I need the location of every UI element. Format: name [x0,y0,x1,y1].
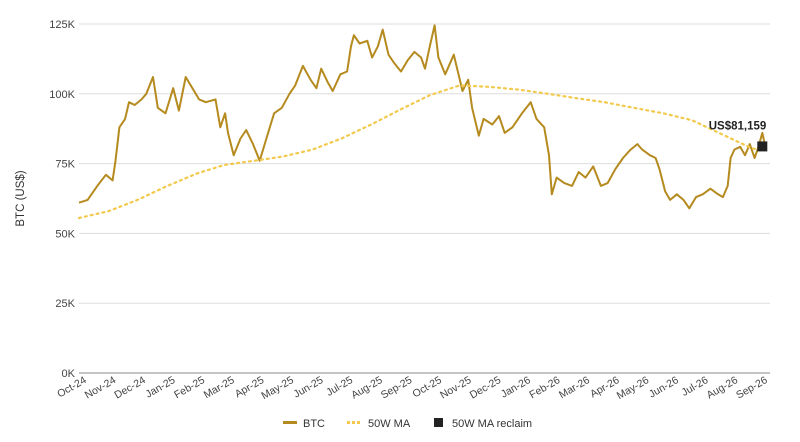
x-tick-label: May-26 [615,374,651,402]
x-tick-label: Dec-25 [468,374,503,401]
series-line-ma [77,84,766,220]
legend-label-btc: BTC [303,418,325,430]
y-tick-label: 50K [55,228,75,240]
legend-dot [352,421,355,424]
x-tick-label: Jan-25 [144,374,178,401]
x-tick-label: Aug-26 [705,374,740,401]
x-tick-label: Feb-25 [172,374,207,401]
marker-layer [757,141,768,152]
legend-label-ma: 50W MA [368,418,411,430]
x-axis-ticks: Oct-24Nov-24Dec-24Jan-25Feb-25Mar-25Apr-… [55,374,769,402]
x-tick-label: Sep-25 [379,374,414,401]
x-tick-label: Jun-25 [292,374,326,401]
y-axis-ticks: 0K 25K 50K 75K 100K 125K [49,19,75,380]
x-tick-label: Aug-25 [349,374,384,401]
x-tick-label: Mar-26 [557,374,592,401]
x-tick-label: Dec-24 [112,374,147,401]
x-tick-label: Feb-26 [527,374,562,401]
x-tick-label: May-25 [259,374,295,402]
legend: BTC 50W MA 50W MA reclaim [283,418,532,430]
reclaim-marker [757,141,768,152]
legend-item-ma: 50W MA [347,418,411,430]
y-tick-label: 25K [55,298,75,310]
legend-dot [357,421,360,424]
x-tick-label: Oct-25 [411,374,444,400]
legend-swatch-ma [347,421,360,424]
gridlines [79,23,770,374]
legend-swatch-reclaim [434,418,443,427]
legend-item-btc: BTC [283,418,325,430]
legend-dot [347,421,350,424]
y-tick-label: 125K [49,19,75,31]
reclaim-annotation: US$81,159 [709,120,767,132]
x-tick-label: Nov-24 [83,374,118,401]
x-tick-label: Sep-26 [734,374,769,401]
x-tick-label: Jun-26 [647,374,681,401]
x-tick-label: Nov-25 [438,374,473,401]
x-tick-label: Jan-26 [499,374,533,401]
series-layer [77,24,766,220]
y-tick-label: 0K [62,368,76,380]
legend-item-reclaim: 50W MA reclaim [434,418,532,430]
legend-label-reclaim: 50W MA reclaim [452,418,532,430]
y-axis-label: BTC (US$) [15,170,27,226]
legend-swatch-btc [283,421,297,424]
y-tick-label: 75K [55,159,75,171]
series-line-btc [78,24,766,210]
x-tick-label: Mar-25 [202,374,237,401]
y-tick-label: 100K [49,89,75,101]
